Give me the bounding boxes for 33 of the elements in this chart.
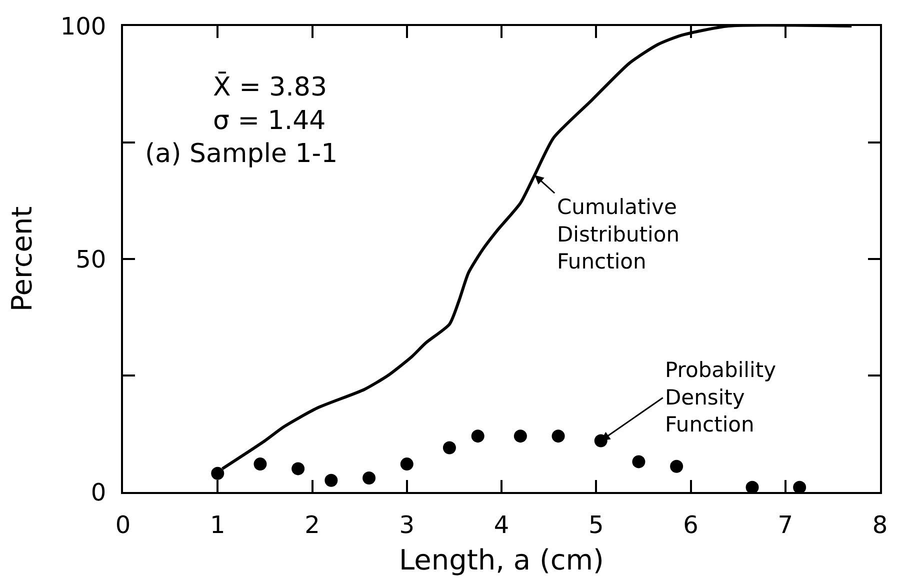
x-tick-label: 2 [304,510,320,539]
annotation: (a) Sample 1-1 [145,139,338,169]
y-tick-label: 0 [90,478,106,506]
point [793,480,806,494]
annotation: σ = 1.44 [213,106,326,136]
point [746,480,759,494]
x-tick-label: 5 [588,510,604,539]
y-tick-label: 100 [60,12,106,40]
point [292,462,305,476]
x-tick-label: 7 [778,510,794,539]
point [211,466,224,480]
point [442,441,456,454]
x-tick-label: 4 [494,510,510,539]
point [362,472,376,485]
point [670,460,684,473]
point [552,430,565,443]
y-tick-label: 50 [76,245,106,274]
point [471,430,484,443]
x-tick-label: 3 [399,510,415,539]
annotation: Cumulative Distribution Function [557,195,680,274]
x-tick-label: 8 [872,510,888,539]
x-tick-label: 1 [210,510,226,539]
point [254,458,267,471]
annotation: Probability Density Function [665,358,776,437]
point [400,458,414,471]
y-axis-title: Percent [6,206,39,312]
point [324,474,338,487]
x-tick-label: 0 [115,510,131,539]
x-axis-title: Length, a (cm) [399,543,604,576]
point [632,455,646,468]
annotation: X̄ = 3.83 [213,71,328,103]
point [514,430,527,443]
x-tick-label: 6 [683,510,698,539]
